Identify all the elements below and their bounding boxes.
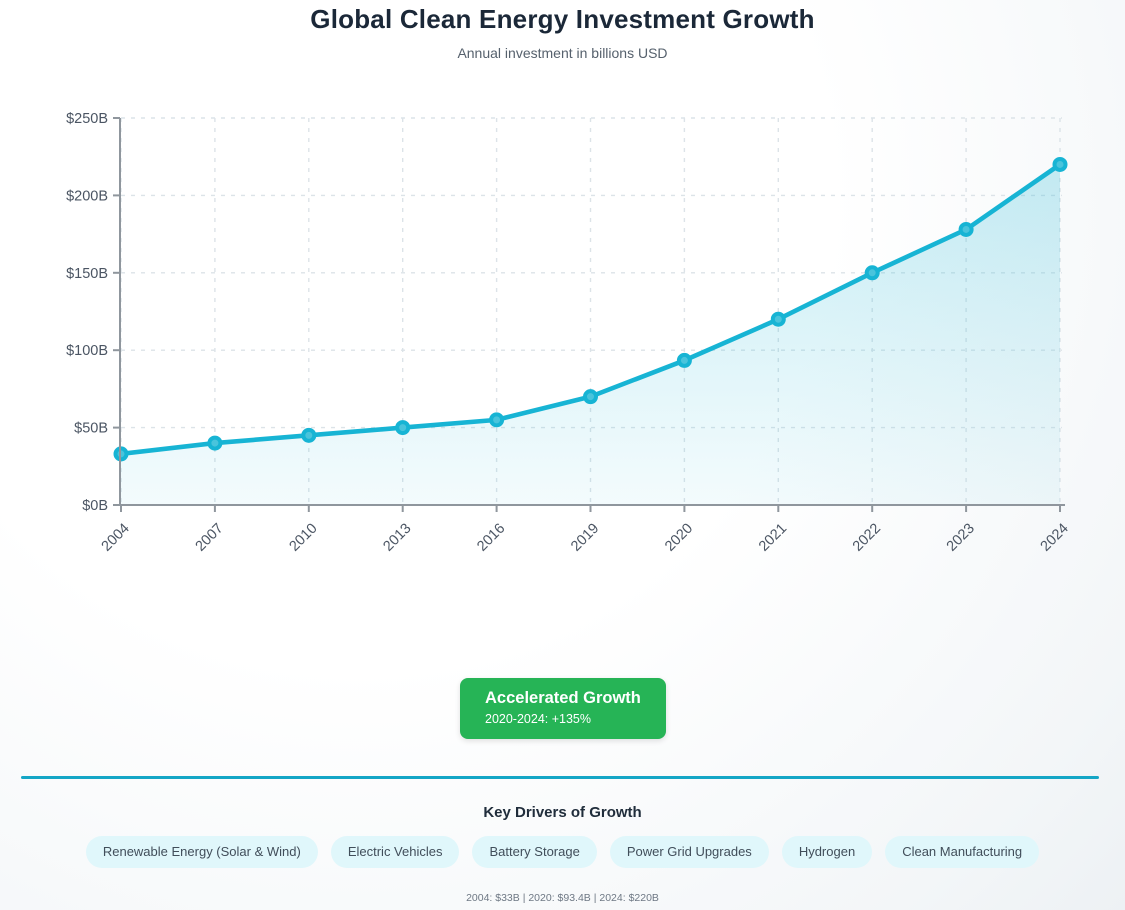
footer-summary: 2004: $33B | 2020: $93.4B | 2024: $220B (466, 892, 659, 904)
page-subtitle: Annual investment in billions USD (457, 45, 668, 61)
svg-text:$50B: $50B (74, 421, 108, 437)
svg-text:$0B: $0B (82, 498, 108, 514)
svg-text:2023: 2023 (944, 521, 978, 555)
driver-pill: Electric Vehicles (330, 836, 460, 868)
svg-text:2021: 2021 (756, 521, 790, 555)
drivers-list: Renewable Energy (Solar & Wind) Electric … (0, 836, 1125, 868)
svg-text:$200B: $200B (66, 188, 108, 204)
svg-text:2007: 2007 (193, 521, 227, 555)
investment-line-chart: $0B $50B $100B $150B $200B $250B 2004 2007 2010 2… (66, 111, 1072, 555)
svg-text:2016: 2016 (474, 521, 508, 555)
page-title: Global Clean Energy Investment Growth (310, 4, 815, 34)
badge-subtitle: 2020-2024: +135% (485, 712, 591, 726)
growth-badge: Accelerated Growth 2020-2024: +135% (460, 678, 666, 739)
driver-pill: Clean Manufacturing (885, 836, 1040, 868)
driver-pill: Power Grid Upgrades (609, 836, 769, 868)
svg-text:2019: 2019 (568, 521, 602, 555)
svg-text:2024: 2024 (1038, 521, 1072, 555)
driver-pill: Battery Storage (472, 836, 597, 868)
svg-text:$100B: $100B (66, 343, 108, 359)
svg-text:2022: 2022 (850, 521, 884, 555)
svg-text:2013: 2013 (380, 521, 414, 555)
driver-pill: Renewable Energy (Solar & Wind) (85, 836, 318, 868)
badge-title: Accelerated Growth (485, 689, 641, 707)
driver-pill: Hydrogen (781, 836, 873, 868)
section-divider (21, 776, 1099, 779)
svg-text:$250B: $250B (66, 111, 108, 127)
svg-text:2020: 2020 (662, 521, 696, 555)
svg-text:2004: 2004 (99, 521, 133, 555)
svg-text:$150B: $150B (66, 266, 108, 282)
svg-text:2010: 2010 (286, 521, 320, 555)
drivers-heading: Key Drivers of Growth (483, 804, 642, 821)
